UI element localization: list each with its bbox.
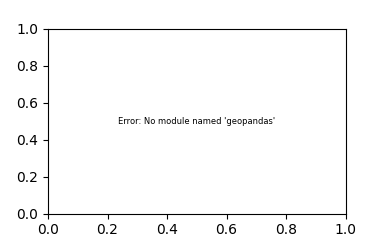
Text: Error: No module named 'geopandas': Error: No module named 'geopandas' [118,117,275,126]
